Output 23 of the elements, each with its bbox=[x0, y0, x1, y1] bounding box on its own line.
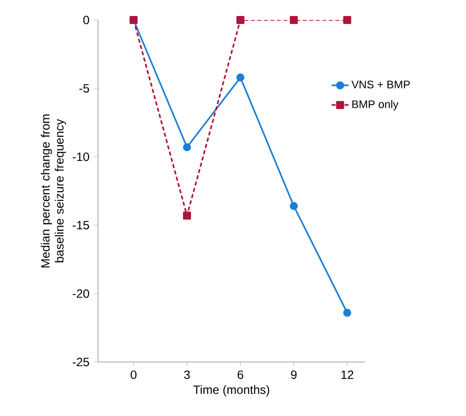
x-tick-label: 0 bbox=[130, 370, 136, 379]
x-tick-label: 6 bbox=[238, 370, 244, 379]
y-axis-title: Median percent change from baseline seizure frequency bbox=[40, 114, 66, 268]
x-tick-label: 9 bbox=[291, 370, 297, 379]
y-tick-label: 0 bbox=[83, 16, 90, 24]
point bbox=[236, 73, 244, 82]
x-axis-title: Time (months) bbox=[193, 385, 270, 396]
point bbox=[290, 202, 298, 210]
y-tick-label: -25 bbox=[72, 358, 90, 366]
point bbox=[183, 212, 191, 220]
x-tick-label: 12 bbox=[341, 370, 354, 379]
y-tick-label: -5 bbox=[79, 84, 90, 93]
x-tick-label: 3 bbox=[184, 370, 190, 379]
y-tick-label: -15 bbox=[72, 221, 90, 230]
point bbox=[236, 16, 244, 24]
legend-label: VNS + BMP bbox=[351, 80, 410, 88]
y-tick-label: -20 bbox=[72, 289, 90, 298]
point bbox=[343, 308, 352, 317]
point bbox=[290, 16, 298, 24]
y-tick-label: -10 bbox=[72, 152, 90, 162]
point bbox=[343, 16, 352, 24]
point bbox=[183, 143, 191, 152]
legend-label: BMP only bbox=[352, 100, 398, 110]
